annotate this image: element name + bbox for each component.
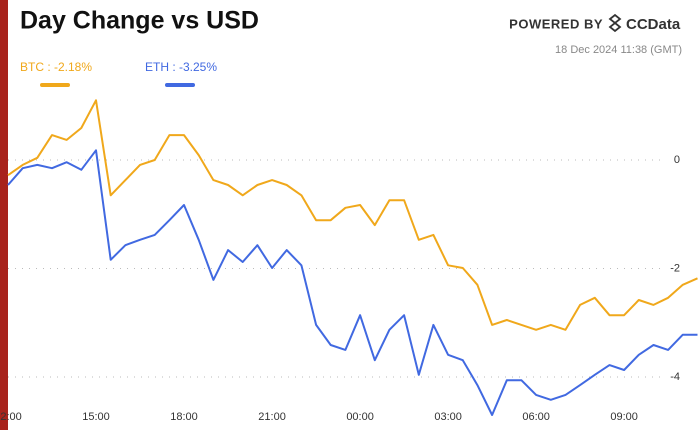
legend-swatch [165, 83, 195, 87]
legend-label: ETH : -3.25% [145, 60, 217, 74]
brand-logo [608, 13, 622, 33]
legend-label: BTC : -2.18% [20, 60, 92, 74]
powered-by: POWERED BY [509, 16, 603, 31]
x-tick-label: 15:00 [82, 411, 110, 423]
x-tick-label: 06:00 [522, 411, 550, 423]
x-tick-label: 21:00 [258, 411, 286, 423]
y-tick-label: -4 [670, 371, 680, 383]
y-tick-label: -2 [670, 262, 680, 274]
y-tick-label: 0 [674, 154, 680, 166]
accent-bar [0, 0, 8, 430]
x-tick-label: 18:00 [170, 411, 198, 423]
timestamp: 18 Dec 2024 11:38 (GMT) [555, 44, 682, 56]
x-tick-label: 12:00 [0, 411, 22, 423]
x-tick-label: 00:00 [346, 411, 374, 423]
brand-name: CCData [626, 16, 681, 33]
x-tick-label: 03:00 [434, 411, 462, 423]
series-line [7, 99, 698, 331]
chart-title: Day Change vs USD [20, 7, 259, 35]
legend-swatch [40, 83, 70, 87]
series-line [7, 149, 698, 416]
x-tick-label: 09:00 [610, 411, 638, 423]
